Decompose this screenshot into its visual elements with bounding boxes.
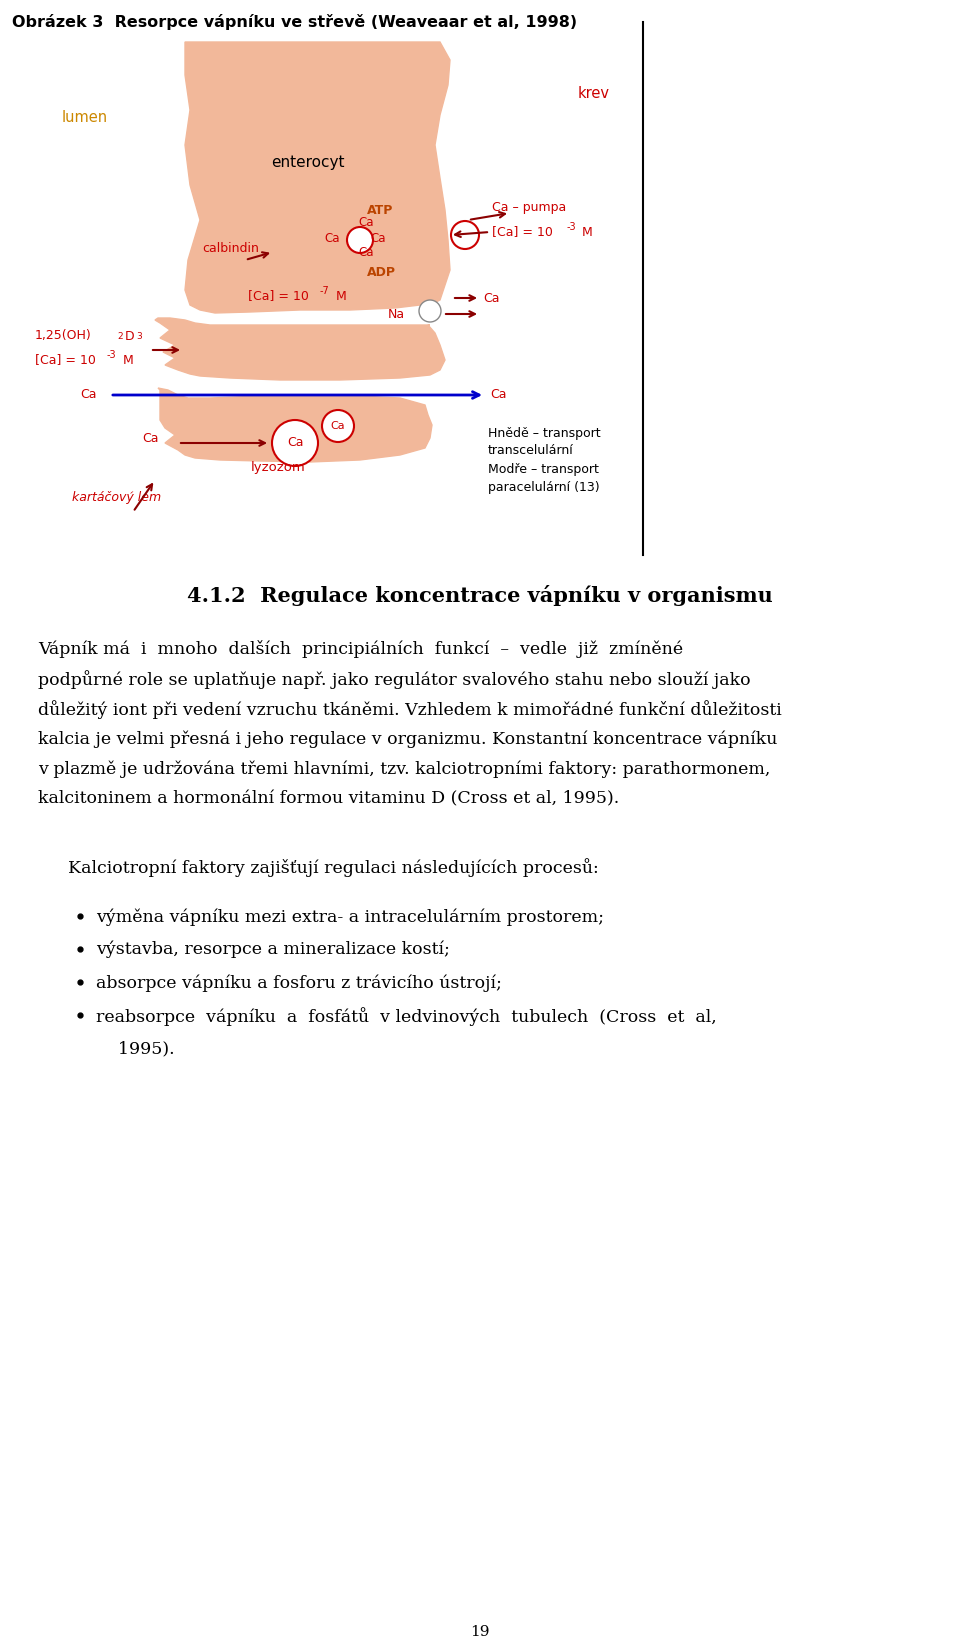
Text: calbindin: calbindin — [202, 241, 259, 254]
Text: Ca: Ca — [330, 421, 346, 431]
Text: M: M — [578, 226, 592, 238]
Text: 3: 3 — [136, 332, 142, 340]
Text: Obrázek 3  Resorpce vápníku ve střevě (Weaveaar et al, 1998): Obrázek 3 Resorpce vápníku ve střevě (We… — [12, 13, 577, 30]
Text: Hnědě – transport: Hnědě – transport — [488, 426, 601, 439]
Polygon shape — [155, 317, 445, 380]
Text: výměna vápníku mezi extra- a intracelulárním prostorem;: výměna vápníku mezi extra- a intracelulá… — [96, 909, 604, 925]
Text: kartáčový lem: kartáčový lem — [72, 491, 161, 504]
Text: v plazmě je udržována třemi hlavními, tzv. kalciotropními faktory: parathormonem: v plazmě je udržována třemi hlavními, tz… — [38, 760, 770, 778]
Text: Ca: Ca — [370, 231, 386, 244]
Text: -3: -3 — [567, 221, 577, 231]
Circle shape — [272, 420, 318, 466]
Text: ADP: ADP — [367, 266, 396, 279]
Text: transcelulární: transcelulární — [488, 444, 574, 458]
Text: 1,25(OH): 1,25(OH) — [35, 329, 92, 342]
Text: lumen: lumen — [62, 111, 108, 126]
Text: lyzozom: lyzozom — [251, 461, 305, 474]
Text: Vápník má  i  mnoho  dalších  principiálních  funkcí  –  vedle  již  zmíněné: Vápník má i mnoho dalších principiálních… — [38, 639, 684, 657]
Text: M: M — [119, 354, 133, 367]
Text: -3: -3 — [107, 350, 116, 360]
Text: [Ca] = 10: [Ca] = 10 — [35, 354, 96, 367]
Text: krev: krev — [578, 86, 610, 101]
Text: [Ca] = 10: [Ca] = 10 — [248, 289, 309, 302]
Text: [Ca] = 10: [Ca] = 10 — [492, 226, 553, 238]
Text: enterocyt: enterocyt — [272, 155, 345, 170]
Text: kalcia je velmi přesná i jeho regulace v organizmu. Konstantní koncentrace vápní: kalcia je velmi přesná i jeho regulace v… — [38, 730, 778, 747]
Text: Ca: Ca — [324, 231, 340, 244]
Polygon shape — [185, 41, 450, 312]
Text: absorpce vápníku a fosforu z trávicího ústrojí;: absorpce vápníku a fosforu z trávicího ú… — [96, 975, 502, 991]
Polygon shape — [158, 388, 432, 463]
Text: paracelulární (13): paracelulární (13) — [488, 481, 600, 494]
Text: -7: -7 — [320, 286, 329, 296]
Text: 1995).: 1995). — [96, 1041, 175, 1057]
Text: Modře – transport: Modře – transport — [488, 464, 599, 476]
Text: D: D — [125, 329, 134, 342]
Text: Kalciotropní faktory zajišťují regulaci následujících procesů:: Kalciotropní faktory zajišťují regulaci … — [68, 857, 599, 877]
Text: důležitý iont při vedení vzruchu tkáněmi. Vzhledem k mimořádné funkční důležitos: důležitý iont při vedení vzruchu tkáněmi… — [38, 700, 781, 719]
Text: Na: Na — [388, 307, 405, 320]
Circle shape — [419, 301, 441, 322]
Circle shape — [347, 226, 373, 253]
Text: reabsorpce  vápníku  a  fosfátů  v ledvinových  tubulech  (Cross  et  al,: reabsorpce vápníku a fosfátů v ledvinový… — [96, 1008, 717, 1026]
Circle shape — [322, 410, 354, 443]
Text: Ca – pumpa: Ca – pumpa — [492, 200, 566, 213]
Text: výstavba, resorpce a mineralizace kostí;: výstavba, resorpce a mineralizace kostí; — [96, 942, 450, 958]
Text: 2: 2 — [117, 332, 123, 340]
Text: M: M — [332, 289, 347, 302]
Text: 4.1.2  Regulace koncentrace vápníku v organismu: 4.1.2 Regulace koncentrace vápníku v org… — [187, 585, 773, 606]
Circle shape — [451, 221, 479, 249]
Text: Ca: Ca — [490, 388, 507, 401]
Text: ATP: ATP — [367, 203, 394, 216]
Text: kalcitoninem a hormonální formou vitaminu D (Cross et al, 1995).: kalcitoninem a hormonální formou vitamin… — [38, 790, 619, 806]
Text: Ca: Ca — [142, 431, 158, 444]
Text: 19: 19 — [470, 1626, 490, 1639]
Text: Ca: Ca — [81, 388, 97, 401]
Text: Ca: Ca — [287, 436, 303, 449]
Text: Ca: Ca — [358, 246, 373, 259]
Text: Ca: Ca — [483, 291, 499, 304]
Text: podpůrné role se uplatňuje např. jako regulátor svalového stahu nebo slouží jako: podpůrné role se uplatňuje např. jako re… — [38, 671, 751, 689]
Text: Ca: Ca — [358, 215, 373, 228]
